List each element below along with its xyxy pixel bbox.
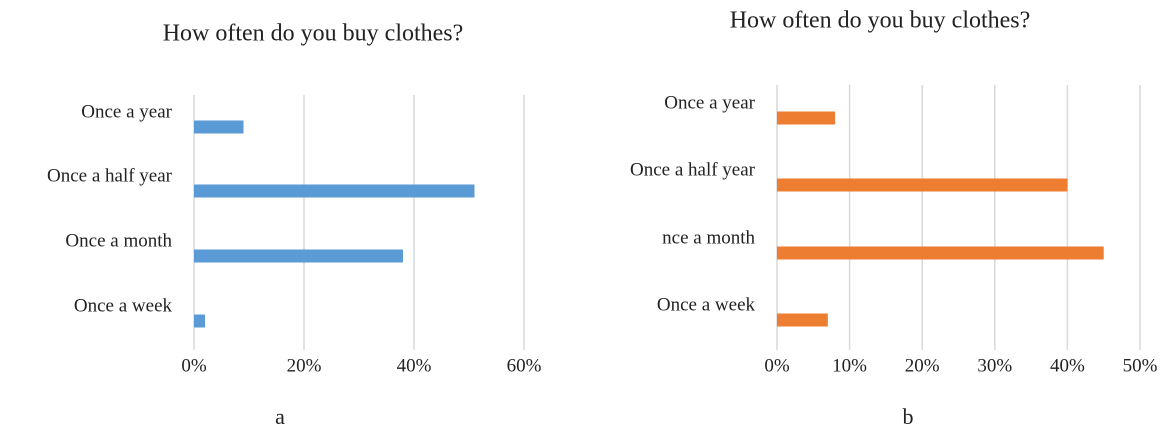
x-tick-label: 20% <box>287 355 322 376</box>
bar <box>777 246 1104 260</box>
bar <box>194 184 475 198</box>
y-tick-label: Once a year <box>81 101 172 122</box>
x-tick-label: 10% <box>832 355 867 376</box>
chart-title: How often do you buy clothes? <box>730 8 1031 34</box>
bar <box>194 120 244 134</box>
chart-title: How often do you buy clothes? <box>163 21 464 47</box>
caption: a <box>275 404 285 429</box>
x-tick-label: 40% <box>397 355 432 376</box>
x-tick-label: 0% <box>181 355 207 376</box>
bar <box>194 314 205 328</box>
x-tick-label: 30% <box>977 355 1012 376</box>
bar <box>194 249 403 263</box>
y-tick-label: Once a week <box>74 295 173 316</box>
y-tick-label: Once a year <box>664 92 755 113</box>
bar <box>777 111 836 125</box>
bar <box>777 313 828 327</box>
y-tick-label: Once a month <box>65 230 172 251</box>
x-tick-label: 60% <box>507 355 542 376</box>
x-tick-label: 20% <box>905 355 940 376</box>
caption: b <box>903 404 914 429</box>
x-tick-label: 0% <box>764 355 790 376</box>
x-tick-label: 40% <box>1050 355 1085 376</box>
y-tick-label: Once a week <box>657 294 756 315</box>
y-tick-label: nce a month <box>662 227 755 248</box>
bar <box>777 178 1068 192</box>
x-tick-label: 50% <box>1123 355 1158 376</box>
y-tick-label: Once a half year <box>630 159 756 180</box>
y-tick-label: Once a half year <box>47 165 173 186</box>
